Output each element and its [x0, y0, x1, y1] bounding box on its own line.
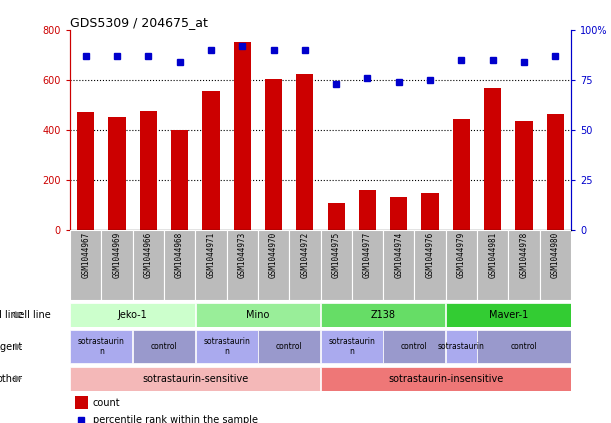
- Bar: [484, 88, 502, 230]
- Bar: [233, 42, 251, 230]
- Text: control: control: [511, 342, 538, 351]
- Text: GSM1044981: GSM1044981: [488, 232, 497, 278]
- Text: Maver-1: Maver-1: [489, 310, 528, 319]
- Bar: [258, 330, 320, 363]
- Bar: [446, 230, 477, 300]
- Bar: [453, 119, 470, 230]
- Text: GSM1044979: GSM1044979: [457, 232, 466, 278]
- Text: control: control: [150, 342, 177, 351]
- Bar: [446, 330, 477, 363]
- Text: sotrastaurin-sensitive: sotrastaurin-sensitive: [142, 374, 249, 384]
- Bar: [359, 190, 376, 230]
- Text: control: control: [401, 342, 428, 351]
- Bar: [70, 366, 320, 390]
- Bar: [383, 230, 414, 300]
- Bar: [327, 203, 345, 230]
- Text: cell line: cell line: [0, 310, 23, 319]
- Bar: [321, 366, 571, 390]
- Bar: [133, 230, 164, 300]
- Text: GSM1044969: GSM1044969: [112, 232, 122, 278]
- Text: GSM1044974: GSM1044974: [394, 232, 403, 278]
- Bar: [321, 230, 352, 300]
- Text: GSM1044968: GSM1044968: [175, 232, 184, 278]
- Text: Jeko-1: Jeko-1: [118, 310, 147, 319]
- Bar: [321, 330, 383, 363]
- Text: Mino: Mino: [246, 310, 269, 319]
- Bar: [289, 230, 321, 300]
- Text: GSM1044978: GSM1044978: [519, 232, 529, 278]
- Text: sotrastaurin-insensitive: sotrastaurin-insensitive: [388, 374, 503, 384]
- Bar: [77, 113, 94, 230]
- Bar: [202, 91, 219, 230]
- Text: control: control: [276, 342, 302, 351]
- Bar: [516, 121, 533, 230]
- Bar: [75, 396, 87, 409]
- Bar: [422, 193, 439, 230]
- Bar: [547, 114, 564, 230]
- Text: GSM1044976: GSM1044976: [426, 232, 434, 278]
- Text: GSM1044977: GSM1044977: [363, 232, 372, 278]
- Text: percentile rank within the sample: percentile rank within the sample: [92, 415, 258, 423]
- Text: GSM1044973: GSM1044973: [238, 232, 247, 278]
- Text: GSM1044975: GSM1044975: [332, 232, 341, 278]
- Bar: [171, 130, 188, 230]
- Text: count: count: [92, 398, 120, 408]
- Bar: [390, 197, 408, 230]
- Text: agent: agent: [0, 341, 23, 352]
- Bar: [414, 230, 446, 300]
- Bar: [70, 330, 133, 363]
- Bar: [508, 230, 540, 300]
- Bar: [196, 330, 258, 363]
- Text: cell line: cell line: [13, 310, 51, 319]
- Bar: [265, 79, 282, 230]
- Bar: [446, 302, 571, 327]
- Bar: [140, 111, 157, 230]
- Text: GSM1044971: GSM1044971: [207, 232, 216, 278]
- Text: GSM1044972: GSM1044972: [301, 232, 309, 278]
- Bar: [70, 302, 195, 327]
- Bar: [70, 230, 101, 300]
- Bar: [196, 302, 320, 327]
- Text: other: other: [0, 374, 23, 384]
- Bar: [540, 230, 571, 300]
- Bar: [321, 302, 445, 327]
- Text: sotrastaurin: sotrastaurin: [438, 342, 485, 351]
- Text: Z138: Z138: [371, 310, 396, 319]
- Text: sotrastaurin
n: sotrastaurin n: [203, 337, 250, 356]
- Bar: [384, 330, 445, 363]
- Bar: [296, 74, 313, 230]
- Text: sotrastaurin
n: sotrastaurin n: [78, 337, 125, 356]
- Bar: [133, 330, 195, 363]
- Bar: [101, 230, 133, 300]
- Bar: [196, 230, 227, 300]
- Bar: [227, 230, 258, 300]
- Text: sotrastaurin
n: sotrastaurin n: [328, 337, 375, 356]
- Text: GSM1044966: GSM1044966: [144, 232, 153, 278]
- Bar: [108, 118, 126, 230]
- Text: GDS5309 / 204675_at: GDS5309 / 204675_at: [70, 16, 208, 29]
- Text: GSM1044980: GSM1044980: [551, 232, 560, 278]
- Bar: [477, 330, 571, 363]
- Bar: [352, 230, 383, 300]
- Bar: [258, 230, 289, 300]
- Text: GSM1044967: GSM1044967: [81, 232, 90, 278]
- Bar: [164, 230, 196, 300]
- Bar: [477, 230, 508, 300]
- Text: GSM1044970: GSM1044970: [269, 232, 278, 278]
